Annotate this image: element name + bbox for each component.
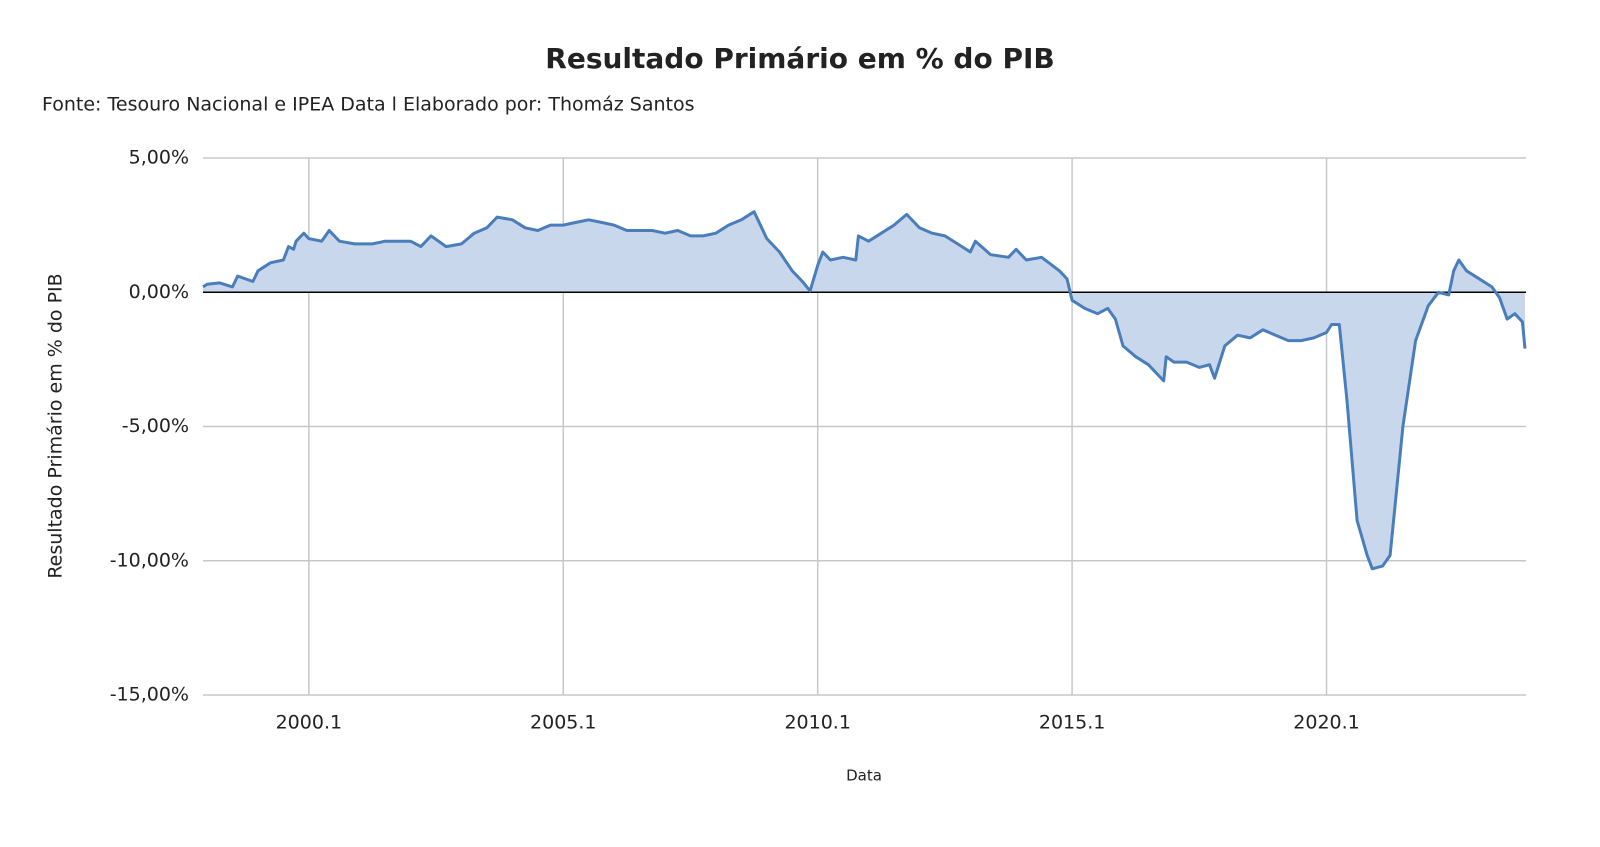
area-line: [202, 210, 1527, 571]
y-tick-label: -15,00%: [110, 684, 189, 706]
x-tick-label: 2015.1: [1039, 712, 1105, 734]
y-tick-label: -5,00%: [122, 415, 189, 437]
y-tick-label: 5,00%: [129, 147, 189, 169]
chart-subtitle: Fonte: Tesouro Nacional e IPEA Data l El…: [42, 94, 695, 116]
x-axis-label: Data: [846, 767, 882, 785]
x-tick-label: 2000.1: [276, 712, 342, 734]
x-tick-label: 2010.1: [784, 712, 850, 734]
x-tick-label: 2005.1: [530, 712, 596, 734]
y-tick-label: 0,00%: [129, 281, 189, 303]
y-axis-label: Resultado Primário em % do PIB: [45, 273, 67, 578]
y-tick-label: -10,00%: [110, 549, 189, 571]
chart-title: Resultado Primário em % do PIB: [545, 42, 1054, 75]
x-tick-label: 2020.1: [1293, 712, 1359, 734]
area-fill: [203, 211, 1525, 569]
